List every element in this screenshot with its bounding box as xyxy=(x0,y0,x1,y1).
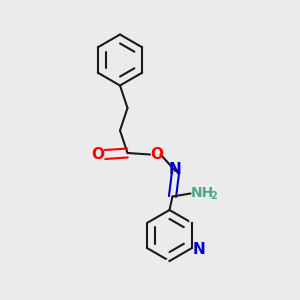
Text: N: N xyxy=(193,242,206,257)
Text: O: O xyxy=(91,147,104,162)
Text: O: O xyxy=(150,147,163,162)
Text: N: N xyxy=(169,162,182,177)
Text: NH: NH xyxy=(191,187,214,200)
Text: 2: 2 xyxy=(211,191,217,201)
